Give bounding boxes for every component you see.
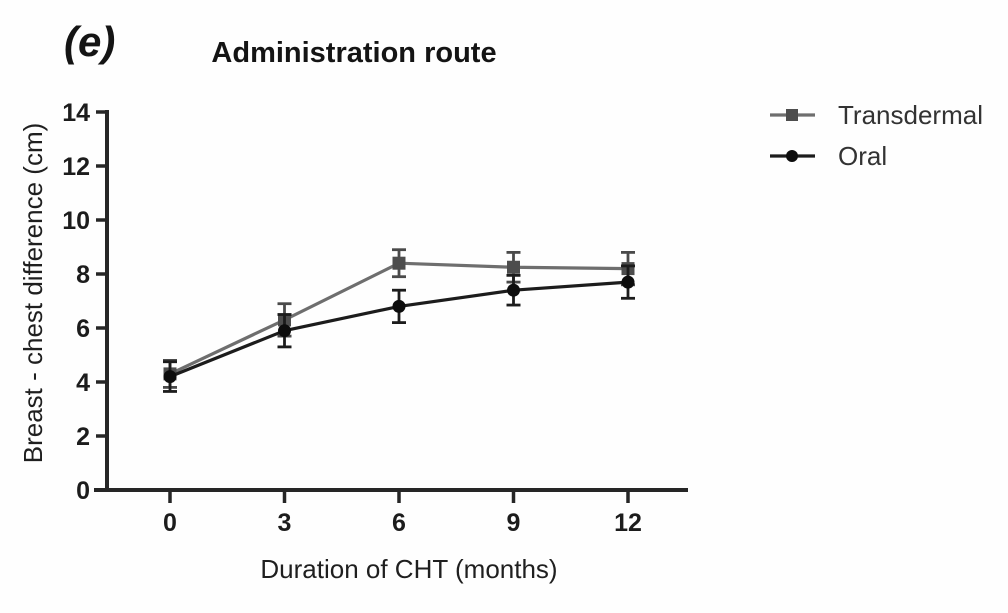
legend: Transdermal Oral bbox=[770, 100, 983, 171]
legend-marker-square bbox=[786, 109, 798, 121]
x-tick-label: 3 bbox=[278, 509, 292, 537]
y-tick-label: 4 bbox=[76, 369, 90, 397]
x-tick-label: 0 bbox=[163, 509, 177, 537]
y-tick-label: 0 bbox=[76, 477, 90, 505]
series-group bbox=[163, 248, 635, 393]
y-tick-label: 12 bbox=[62, 153, 90, 181]
y-tick-label: 14 bbox=[62, 99, 90, 127]
y-tick-label: 8 bbox=[76, 261, 90, 289]
data-point-marker-circle bbox=[392, 299, 406, 313]
x-tick-label: 12 bbox=[614, 509, 642, 537]
data-point-marker-circle bbox=[621, 275, 635, 289]
x-tick-label: 9 bbox=[507, 509, 521, 537]
legend-label: Oral bbox=[838, 141, 887, 171]
chart-title: Administration route bbox=[211, 37, 496, 69]
data-point-marker-square bbox=[392, 256, 406, 270]
data-point-marker-circle bbox=[278, 324, 291, 338]
y-tick-label: 6 bbox=[76, 315, 90, 343]
data-point-marker-circle bbox=[163, 370, 177, 384]
series-oral bbox=[163, 264, 635, 393]
axes: 0 3 6 9 12 0 2 4 6 8 10 12 14 bbox=[62, 99, 688, 537]
x-axis-title: Duration of CHT (months) bbox=[260, 554, 557, 584]
panel-label: (e) bbox=[64, 18, 115, 65]
data-point-marker-square bbox=[507, 260, 520, 274]
legend-marker-circle bbox=[786, 150, 798, 162]
legend-label: Transdermal bbox=[838, 100, 983, 130]
x-tick-label: 6 bbox=[392, 509, 406, 537]
y-tick-label: 10 bbox=[62, 207, 90, 235]
y-tick-label: 2 bbox=[76, 423, 90, 451]
y-axis-title: Breast - chest difference (cm) bbox=[18, 123, 48, 464]
data-point-marker-circle bbox=[507, 283, 520, 297]
